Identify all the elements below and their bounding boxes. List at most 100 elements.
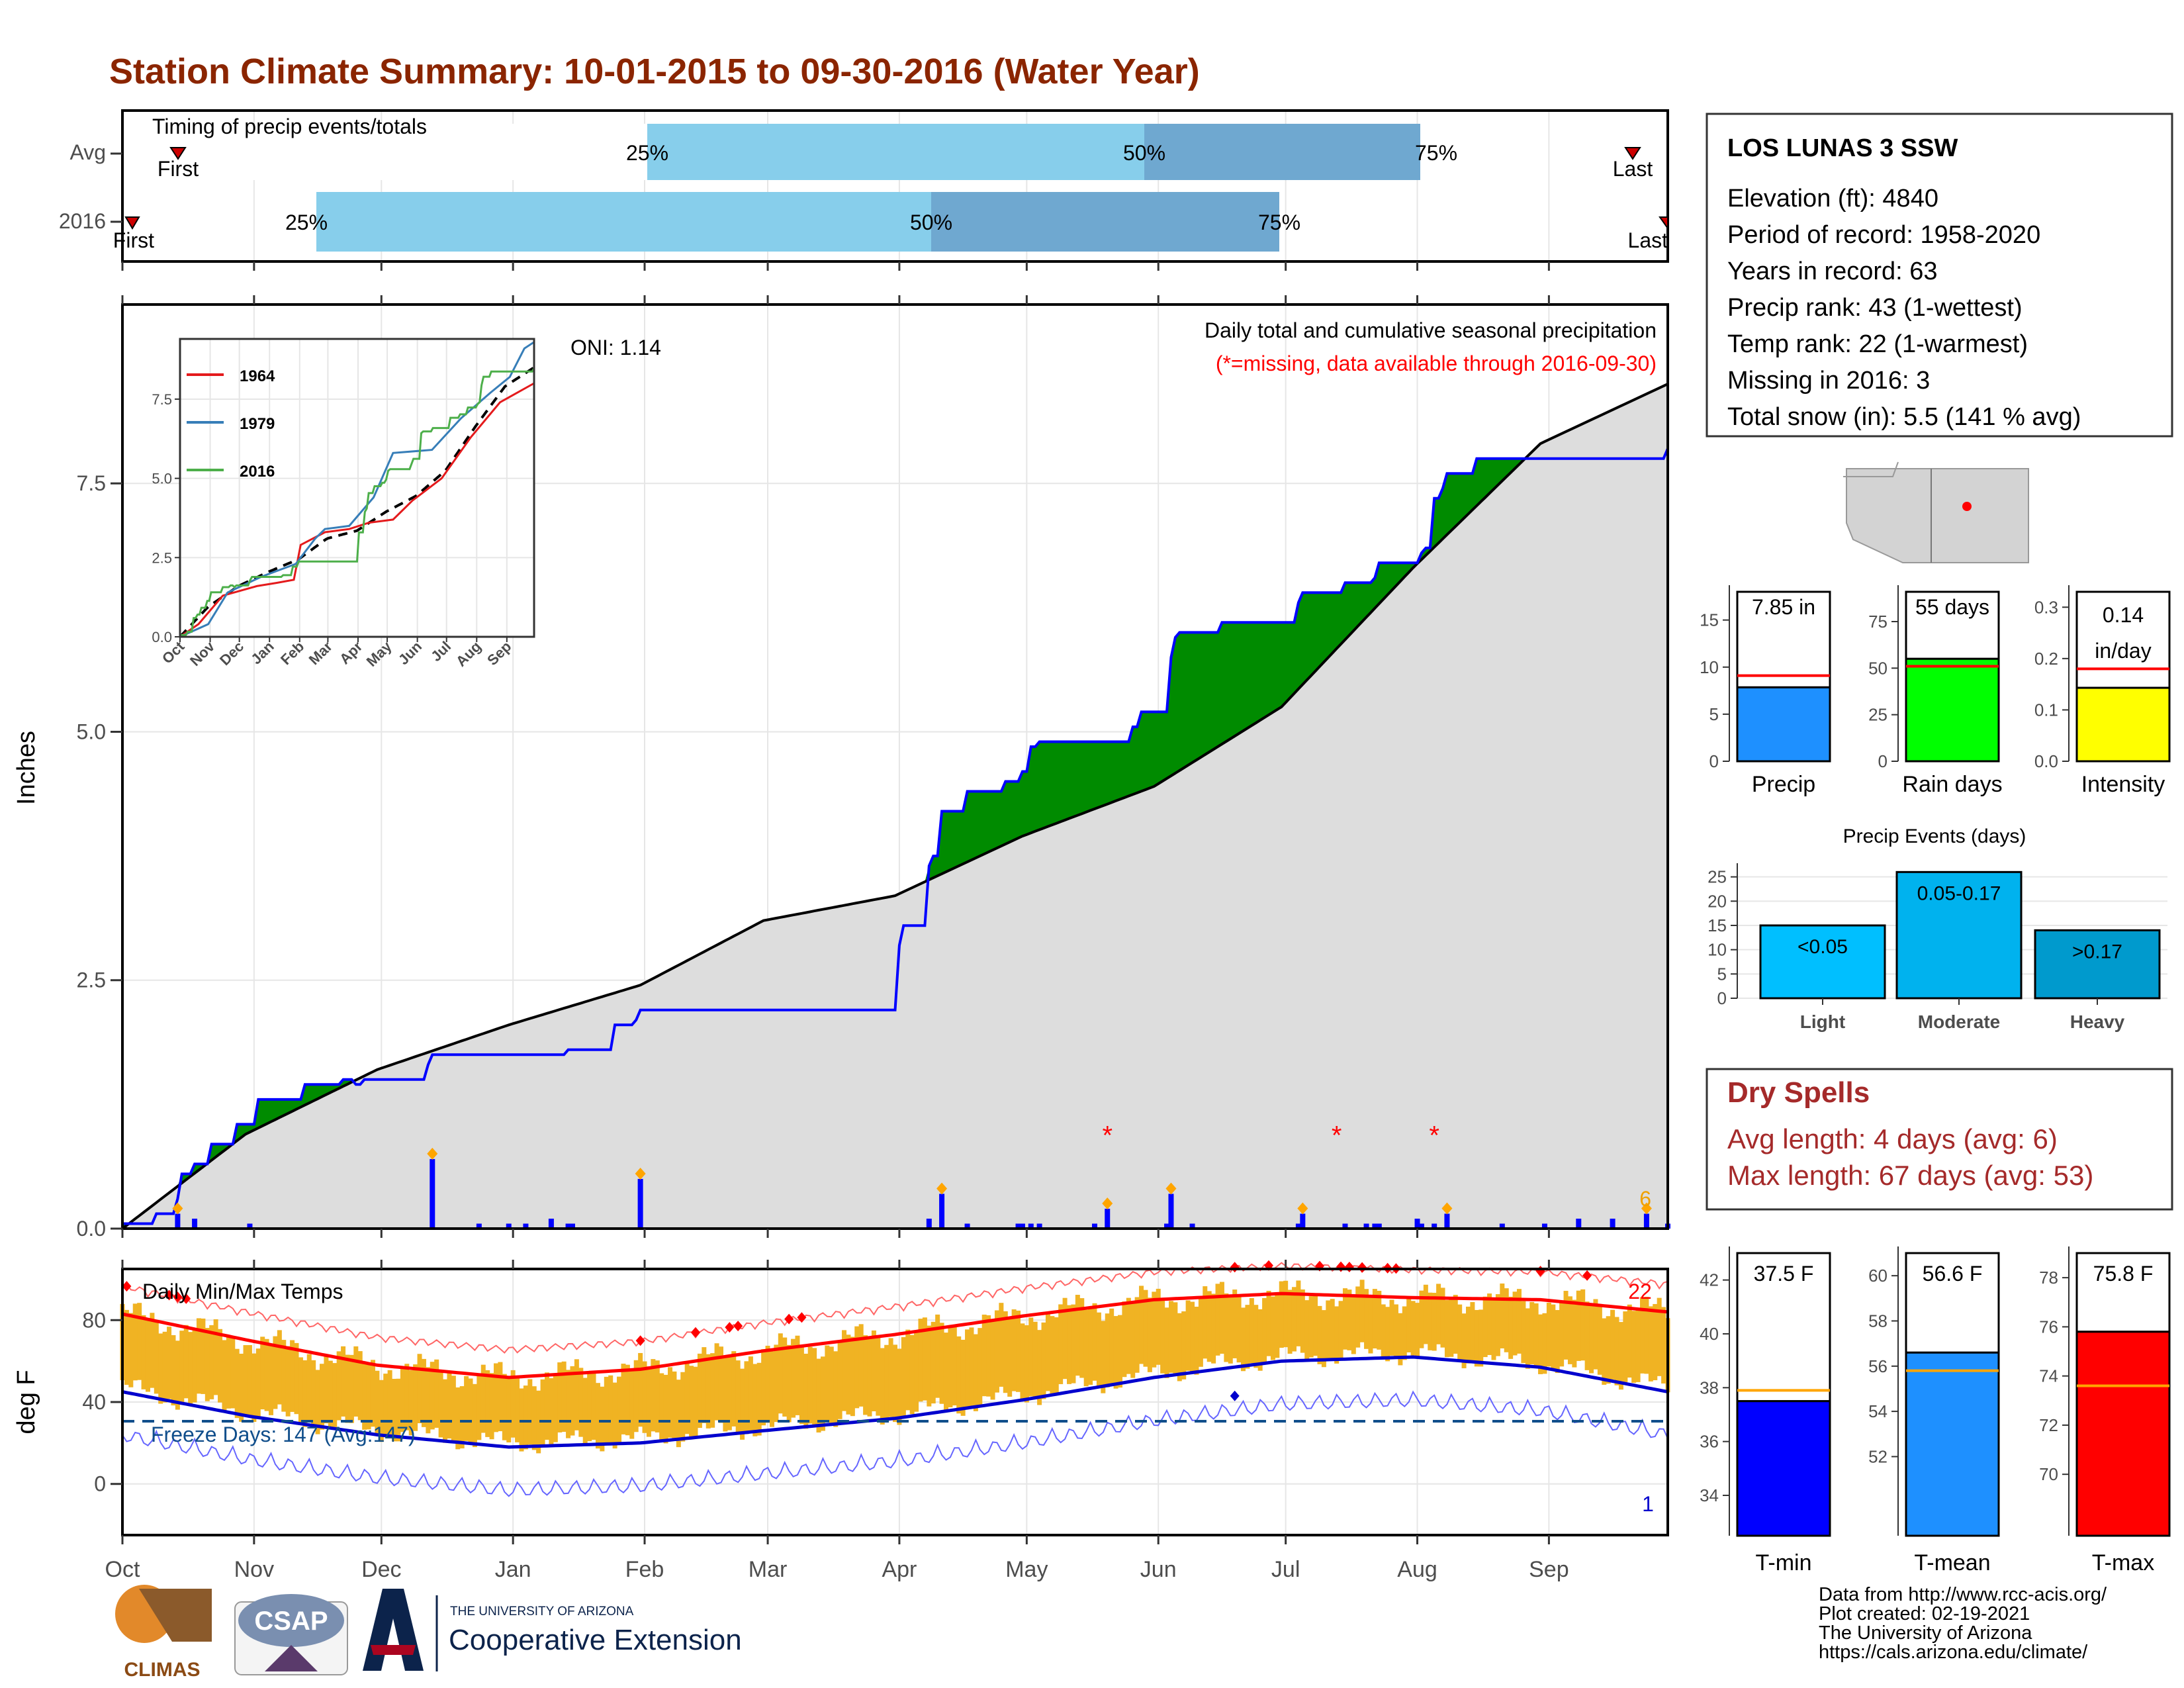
- temp-range-bar: [876, 1336, 881, 1416]
- events-bar-label: Heavy: [2070, 1011, 2125, 1032]
- temp-range-bar: [901, 1336, 906, 1417]
- avg-first-marker: [169, 147, 187, 160]
- temp-range-bar: [531, 1386, 537, 1450]
- precip-bar: [1342, 1223, 1348, 1229]
- temp-range-bar: [1211, 1293, 1216, 1364]
- precip-bar: [1019, 1223, 1025, 1229]
- missing-markers: * * *: [1102, 1121, 1439, 1150]
- event-diamond: [635, 1167, 646, 1180]
- temp-range-bar: [782, 1337, 788, 1417]
- inset-legend: 1964 1979 2016: [187, 367, 275, 481]
- temp-range-bar: [205, 1328, 210, 1401]
- summary-ytick-label: 0.2: [2034, 649, 2058, 669]
- temp-range-bar: [871, 1330, 876, 1412]
- temp-range-bar: [188, 1332, 193, 1404]
- temp-range-bar: [1041, 1322, 1046, 1399]
- summary-ytick-label: 0.0: [2034, 751, 2058, 771]
- climas-mesa-icon: [139, 1589, 212, 1642]
- temp-range-bar: [1287, 1289, 1293, 1354]
- ua-logo: THE UNIVERSITY OF ARIZONA Cooperative Ex…: [363, 1589, 742, 1671]
- temp-range-bar: [1364, 1289, 1369, 1349]
- temp-range-bar: [387, 1370, 392, 1435]
- inset-2016-line: [180, 367, 535, 636]
- csap-mountain-icon: [265, 1645, 318, 1671]
- temp-range-bar: [400, 1366, 405, 1432]
- dry-spells-box: Dry Spells Avg length: 4 days (avg: 6) M…: [1706, 1068, 2173, 1211]
- temp-summary-ytick-label: 56: [1868, 1356, 1888, 1376]
- temp-range-bar: [1185, 1300, 1191, 1371]
- temp-range-bar: [285, 1346, 291, 1417]
- temp-range-bar: [455, 1387, 461, 1450]
- temp-range-bar: [1432, 1292, 1437, 1351]
- temp-summary-fill: [2075, 1331, 2171, 1537]
- temp-range-bar: [863, 1335, 868, 1415]
- temp-range-bar: [922, 1317, 927, 1401]
- temp-range-bar: [566, 1370, 571, 1438]
- temp-range-bar: [752, 1364, 758, 1436]
- month-axis: Oct Nov Dec Jan Feb Mar Apr May Jun Jul Aug Sep: [105, 1260, 1569, 1582]
- temp-y-axis: 0 40 80: [82, 1308, 122, 1496]
- month-label: Oct: [105, 1557, 140, 1582]
- temp-range-bar: [570, 1366, 575, 1436]
- temp-range-bar: [128, 1313, 134, 1387]
- temp-range-bar: [255, 1348, 261, 1419]
- summary-bar-fill: [1905, 657, 2000, 763]
- temp-range-bar: [1313, 1294, 1318, 1356]
- precip-bar: [569, 1223, 575, 1229]
- station-line: Missing in 2016: 3: [1727, 367, 1930, 395]
- temp-range-bar: [1342, 1288, 1347, 1350]
- temp-range-bar: [468, 1378, 473, 1443]
- temp-summary-box: [2075, 1252, 2171, 1333]
- cold-record-count: 1: [1642, 1492, 1654, 1516]
- temp-range-bar: [1300, 1289, 1305, 1353]
- precip-bar: [565, 1223, 571, 1229]
- missing-asterisk: *: [1429, 1121, 1439, 1150]
- temp-range-bar: [290, 1340, 295, 1412]
- avg-max-line: [122, 1291, 1668, 1380]
- summary-ytick-label: 15: [1700, 610, 1719, 630]
- temp-range-bar: [935, 1314, 940, 1398]
- temp-ylabel: deg F: [13, 1370, 40, 1434]
- precip-bar: [175, 1213, 181, 1229]
- temp-range-bar: [1572, 1299, 1577, 1368]
- freeze-days-label: Freeze Days: 147 (Avg:147): [151, 1423, 416, 1446]
- events-ytick-label: 10: [1707, 940, 1727, 960]
- temp-range-bar: [132, 1303, 138, 1381]
- temp-range-bar: [179, 1331, 185, 1403]
- event-diamonds: [172, 1147, 1652, 1215]
- temp-range-bar: [1198, 1296, 1203, 1367]
- temp-range-bar: [1304, 1300, 1310, 1361]
- footer-line: Data from http://www.rcc-acis.org/: [1819, 1584, 2107, 1605]
- oni-label: ONI: 1.14: [570, 336, 661, 359]
- temp-range-bar: [867, 1337, 872, 1417]
- temp-range-bar: [1168, 1301, 1173, 1373]
- temp-range-bar: [1245, 1305, 1250, 1369]
- temp-range-bar: [595, 1383, 600, 1449]
- summary-bar-label: Intensity: [2081, 772, 2165, 797]
- temp-range-bar: [141, 1315, 146, 1389]
- y2016-first-label: First: [113, 228, 154, 252]
- precip-bar: [1300, 1213, 1306, 1229]
- temp-summary-value: 37.5 F: [1754, 1262, 1814, 1286]
- temp-range-bar: [277, 1330, 282, 1405]
- temp-range-bar: [1351, 1295, 1356, 1354]
- temp-range-bar: [311, 1360, 316, 1427]
- temp-range-bar: [646, 1366, 651, 1437]
- temp-range-bar: [464, 1376, 469, 1441]
- ua-name: THE UNIVERSITY OF ARIZONA: [450, 1605, 634, 1618]
- precip-ytick-label: 2.5: [77, 968, 106, 992]
- temp-range-bar: [833, 1351, 839, 1427]
- temp-summary-ytick-label: 42: [1700, 1270, 1719, 1290]
- temp-range-bar: [298, 1357, 303, 1425]
- temp-range-bar: [1648, 1306, 1653, 1382]
- events-bar-value: <0.05: [1797, 936, 1848, 958]
- temp-range-bar: [756, 1362, 762, 1436]
- station-info-box: LOS LUNAS 3 SSW Elevation (ft): 4840 Per…: [1706, 113, 2173, 438]
- temp-range-bar: [1152, 1291, 1157, 1368]
- hot-record-diamond: [122, 1281, 132, 1292]
- temp-range-bar: [1143, 1289, 1148, 1367]
- precip-bar: [1036, 1223, 1042, 1229]
- temp-range-bar: [1032, 1321, 1038, 1399]
- temp-range-bar: [1461, 1313, 1467, 1369]
- events-bar: [2034, 929, 2161, 1000]
